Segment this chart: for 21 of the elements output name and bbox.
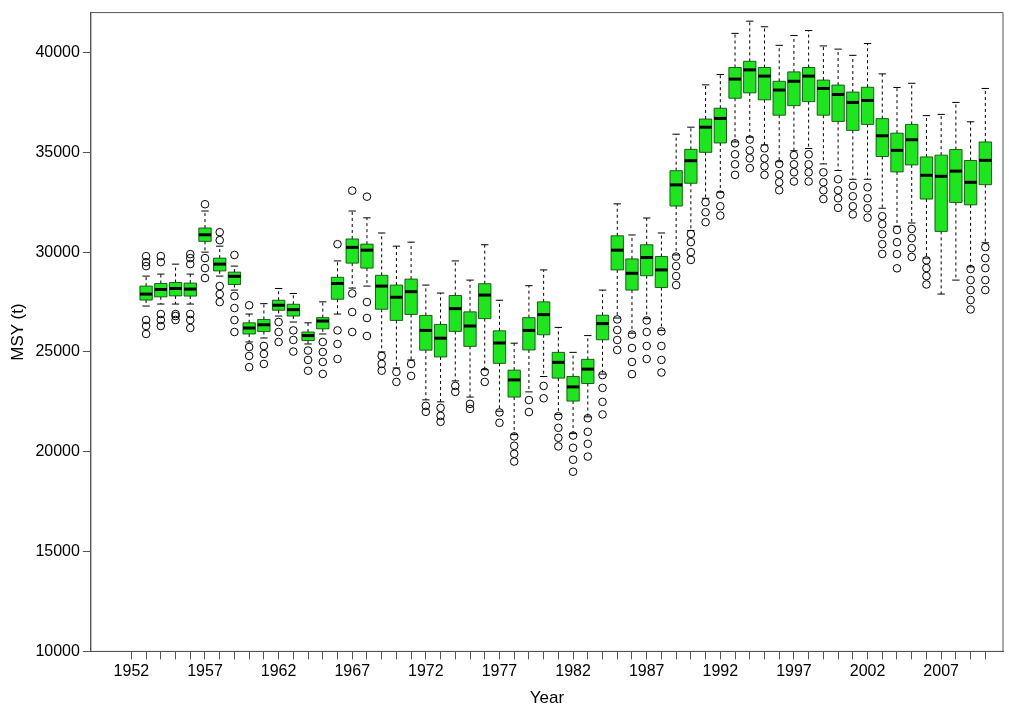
x-tick-label: 1972 xyxy=(408,662,444,680)
x-tick-label: 2002 xyxy=(849,662,886,680)
y-tick-label: 35000 xyxy=(35,142,80,160)
x-tick-label: 1992 xyxy=(702,662,739,680)
x-axis-title: Year xyxy=(529,688,565,708)
y-tick-label: 40000 xyxy=(35,42,80,60)
y-tick-label: 20000 xyxy=(35,442,80,460)
y-tick-label: 25000 xyxy=(35,342,80,360)
x-tick-label: 1957 xyxy=(187,662,223,680)
x-tick-label: 1982 xyxy=(555,662,591,680)
x-tick-label: 1962 xyxy=(260,662,297,680)
x-tick-label: 1952 xyxy=(113,662,150,680)
x-tick-label: 2007 xyxy=(923,662,960,680)
y-axis-title: MSY (t) xyxy=(7,303,27,361)
y-tick-label: 30000 xyxy=(35,242,80,260)
x-tick-label: 1997 xyxy=(776,662,812,680)
x-tick-label: 1967 xyxy=(334,662,371,680)
x-tick-label: 1987 xyxy=(628,662,665,680)
y-tick-label: 10000 xyxy=(35,641,80,659)
y-tick-label: 15000 xyxy=(35,541,80,559)
x-tick-label: 1977 xyxy=(481,662,518,680)
